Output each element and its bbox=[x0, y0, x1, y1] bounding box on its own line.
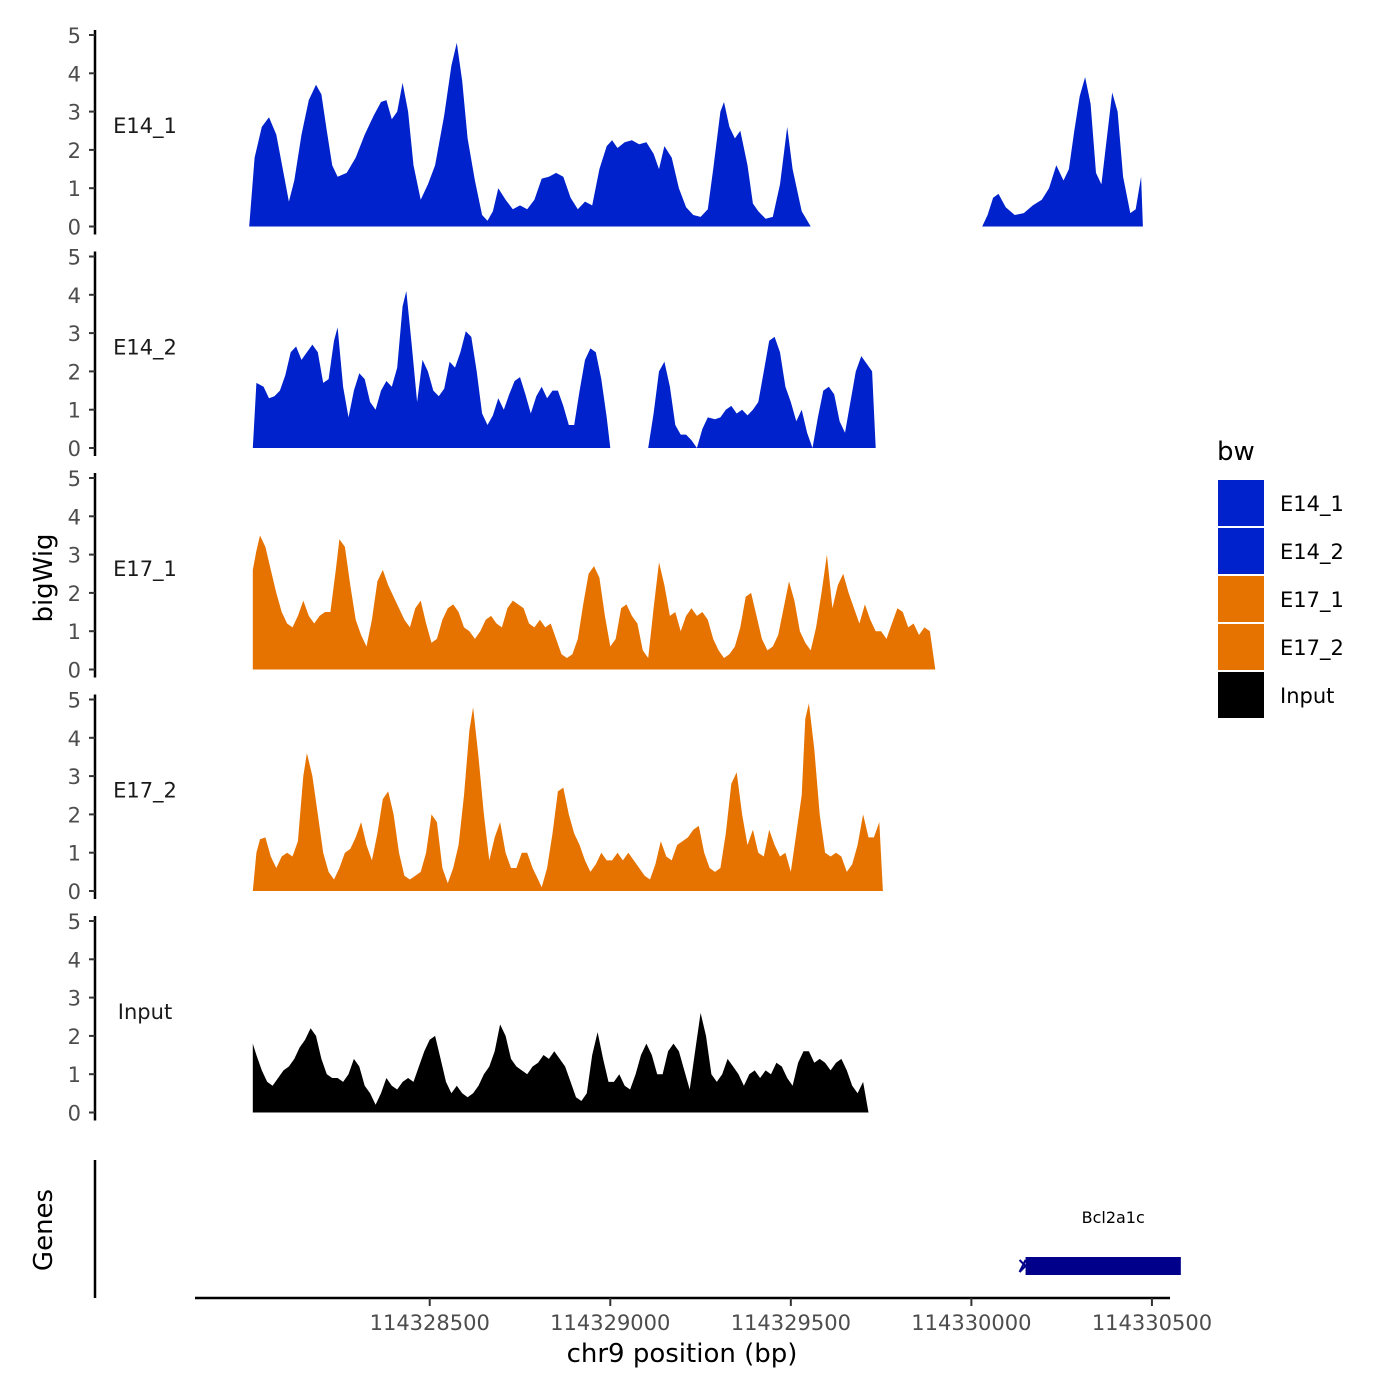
y-tick-label: 0 bbox=[68, 437, 81, 461]
legend-swatch bbox=[1218, 624, 1264, 670]
legend-entry: E17_2 bbox=[1218, 624, 1344, 670]
track-label: E17_2 bbox=[113, 779, 177, 804]
y-tick-label: 2 bbox=[68, 360, 81, 384]
track-E17_1: 0 1 2 3 4 5 E17_1 bbox=[68, 467, 936, 683]
gene-strand-mark bbox=[1018, 1259, 1027, 1273]
y-tick-label: 0 bbox=[68, 880, 81, 904]
x-tick-label: 114328500 bbox=[370, 1311, 490, 1335]
legend-title: bw bbox=[1217, 437, 1255, 467]
legend-entry: E17_1 bbox=[1218, 576, 1344, 622]
y-tick-label: 5 bbox=[68, 910, 81, 934]
gene-Bcl2a1c: Bcl2a1c bbox=[1018, 1208, 1181, 1275]
gene-body bbox=[1025, 1257, 1181, 1275]
y-tick-label: 1 bbox=[68, 1063, 81, 1087]
genes-panel: Bcl2a1c bbox=[93, 1160, 1181, 1298]
x-axis-title: chr9 position (bp) bbox=[567, 1339, 798, 1369]
legend-swatch bbox=[1218, 672, 1264, 718]
x-tick-label: 114330500 bbox=[1092, 1311, 1212, 1335]
legend-swatch bbox=[1218, 576, 1264, 622]
genes-axis-title: Genes bbox=[29, 1189, 59, 1271]
y-tick-label: 3 bbox=[68, 544, 81, 568]
y-tick-label: 1 bbox=[68, 620, 81, 644]
y-tick-label: 5 bbox=[68, 467, 81, 491]
y-tick-label: 4 bbox=[68, 284, 81, 308]
legend-entries: E14_1 E14_2 E17_1 E17_2 Input bbox=[1218, 480, 1344, 718]
legend-entry: Input bbox=[1218, 672, 1334, 718]
y-tick-label: 5 bbox=[68, 689, 81, 713]
y-tick-label: 3 bbox=[68, 101, 81, 125]
y-tick-label: 1 bbox=[68, 842, 81, 866]
legend-swatch bbox=[1218, 528, 1264, 574]
y-tick-label: 3 bbox=[68, 322, 81, 346]
y-tick-label: 0 bbox=[68, 216, 81, 240]
legend-label: E14_2 bbox=[1280, 540, 1344, 565]
y-tick-label: 3 bbox=[68, 987, 81, 1011]
y-tick-label: 3 bbox=[68, 765, 81, 789]
y-tick-label: 1 bbox=[68, 177, 81, 201]
y-tick-label: 4 bbox=[68, 948, 81, 972]
x-tick-label: 114329000 bbox=[550, 1311, 670, 1335]
y-tick-label: 4 bbox=[68, 62, 81, 86]
legend-swatch bbox=[1218, 480, 1264, 526]
legend-entry: E14_1 bbox=[1218, 480, 1344, 526]
legend-label: E17_2 bbox=[1280, 636, 1344, 661]
x-axis: 114328500 114329000 114329500 114330000 1143… bbox=[195, 1296, 1212, 1335]
track-E14_2: 0 1 2 3 4 5 E14_2 bbox=[68, 246, 876, 461]
legend-label: E14_1 bbox=[1280, 492, 1344, 517]
track-label: E14_1 bbox=[113, 114, 177, 139]
gene-models: Bcl2a1c bbox=[1018, 1208, 1181, 1275]
area-E17_1 bbox=[252, 535, 936, 670]
area-E14_1 bbox=[249, 42, 1143, 227]
y-tick-label: 0 bbox=[68, 1102, 81, 1126]
legend-entry: E14_2 bbox=[1218, 528, 1344, 574]
track-label: E14_2 bbox=[113, 336, 177, 361]
y-tick-label: 0 bbox=[68, 659, 81, 683]
y-tick-label: 2 bbox=[68, 139, 81, 163]
x-axis-ticks: 114328500 114329000 114329500 114330000 1143… bbox=[370, 1298, 1212, 1335]
area-E17_2 bbox=[252, 703, 883, 891]
y-tick-label: 5 bbox=[68, 24, 81, 48]
y-tick-label: 2 bbox=[68, 1025, 81, 1049]
x-tick-label: 114330000 bbox=[911, 1311, 1031, 1335]
bigwig-tracks: 0 1 2 3 4 5 E14_1 0 1 2 3 4 5 E14_2 0 1 2 3 4 5 E17_1 0 1 2 3 4 5 E… bbox=[68, 24, 1143, 1126]
track-E14_1: 0 1 2 3 4 5 E14_1 bbox=[68, 24, 1143, 240]
track-label: Input bbox=[118, 1000, 172, 1024]
y-tick-label: 2 bbox=[68, 803, 81, 827]
legend-label: Input bbox=[1280, 684, 1334, 708]
legend-label: E17_1 bbox=[1280, 588, 1344, 613]
x-tick-label: 114329500 bbox=[731, 1311, 851, 1335]
track-E17_2: 0 1 2 3 4 5 E17_2 bbox=[68, 689, 883, 904]
gene-label: Bcl2a1c bbox=[1082, 1208, 1145, 1227]
y-tick-label: 4 bbox=[68, 505, 81, 529]
area-E14_2 bbox=[252, 291, 876, 448]
legend: bw E14_1 E14_2 E17_1 E17_2 Input bbox=[1217, 437, 1344, 718]
track-label: E17_1 bbox=[113, 557, 177, 582]
y-tick-label: 1 bbox=[68, 399, 81, 423]
area-Input bbox=[252, 1012, 869, 1113]
y-tick-label: 5 bbox=[68, 246, 81, 270]
y-axis-title: bigWig bbox=[29, 533, 59, 622]
y-tick-label: 4 bbox=[68, 727, 81, 751]
track-Input: 0 1 2 3 4 5 Input bbox=[68, 910, 869, 1126]
y-tick-label: 2 bbox=[68, 582, 81, 606]
